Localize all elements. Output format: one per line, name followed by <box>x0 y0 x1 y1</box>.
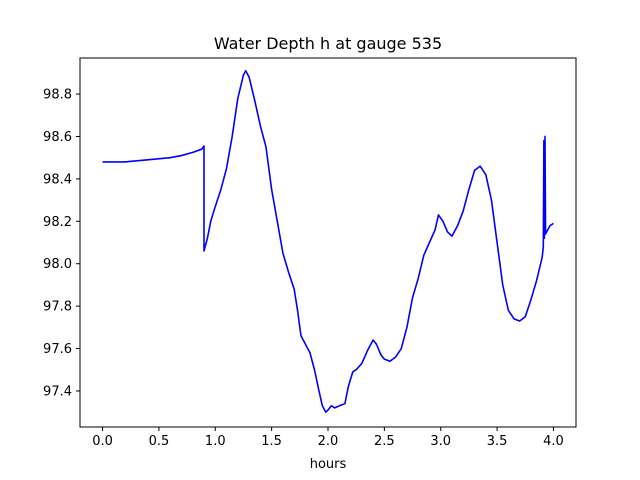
x-tick-label: 1.5 <box>261 434 282 449</box>
plot-area <box>80 58 576 427</box>
x-axis-label: hours <box>310 457 347 472</box>
y-axis-ticks: 97.4 97.6 97.8 98.0 98.2 98.4 98.6 98.8 <box>43 88 80 399</box>
y-tick-label: 98.8 <box>43 88 72 103</box>
y-tick-label: 97.8 <box>43 300 72 315</box>
x-tick-label: 2.0 <box>318 434 339 449</box>
y-tick-label: 97.6 <box>43 342 72 357</box>
x-tick-label: 3.5 <box>487 434 508 449</box>
x-tick-label: 4.0 <box>543 434 564 449</box>
x-tick-label: 0.0 <box>92 434 113 449</box>
x-tick-label: 1.0 <box>205 434 226 449</box>
y-tick-label: 98.6 <box>43 130 72 145</box>
y-tick-label: 98.0 <box>43 257 72 272</box>
y-tick-label: 97.4 <box>43 384 72 399</box>
series-layer <box>102 69 554 413</box>
x-tick-label: 3.0 <box>430 434 451 449</box>
chart-title: Water Depth h at gauge 535 <box>214 34 442 53</box>
x-tick-label: 2.5 <box>374 434 395 449</box>
x-axis-ticks: 0.0 0.5 1.0 1.5 2.0 2.5 3.0 3.5 4.0 <box>92 427 564 449</box>
x-tick-label: 0.5 <box>149 434 170 449</box>
y-tick-label: 98.2 <box>43 215 72 230</box>
y-tick-label: 98.4 <box>43 172 72 187</box>
series-line-1 <box>102 69 554 413</box>
